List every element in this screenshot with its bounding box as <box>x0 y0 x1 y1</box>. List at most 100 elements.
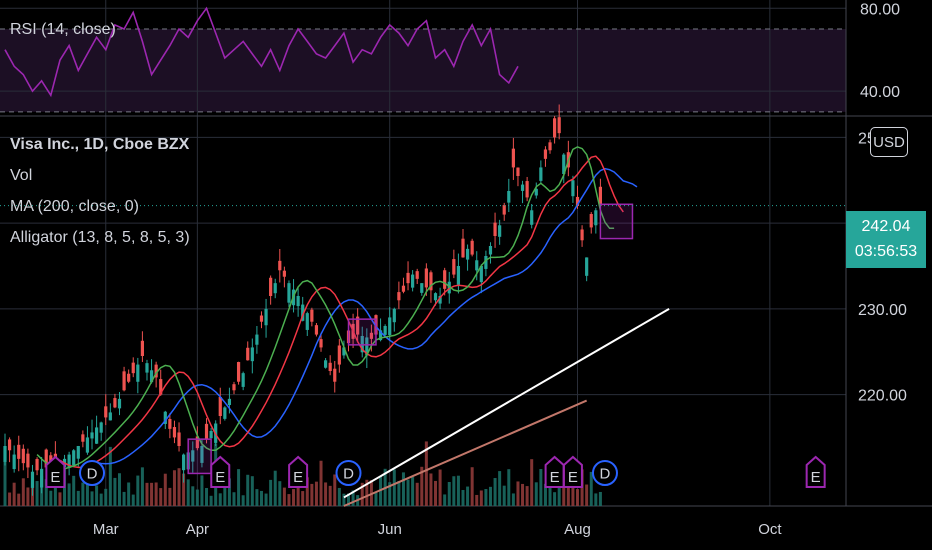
alligator-teeth-line <box>59 155 624 469</box>
volume-bar <box>209 495 213 506</box>
candle-body <box>163 411 167 424</box>
dividend-marker-label: D <box>600 466 611 483</box>
candle-body <box>553 118 557 138</box>
candle-body <box>575 196 580 206</box>
volume-bar <box>273 470 277 506</box>
volume-bar <box>177 468 181 506</box>
candle-body <box>415 271 419 279</box>
time-tick-label: Jun <box>378 521 402 538</box>
volume-bar <box>576 489 579 506</box>
candle-body <box>319 339 323 348</box>
candle-body <box>475 260 479 271</box>
volume-bar <box>438 469 442 506</box>
volume-bar <box>347 493 350 506</box>
candle-body <box>493 222 497 236</box>
earnings-marker[interactable] <box>288 455 309 488</box>
price-tick-label: 220.00 <box>858 388 907 405</box>
candle-body <box>287 283 291 303</box>
volume-bar <box>95 485 99 506</box>
volume-bar <box>85 479 89 506</box>
candle-body <box>520 184 525 191</box>
candle-body <box>594 210 598 226</box>
candle-body <box>204 423 209 439</box>
currency-button[interactable]: USD <box>870 127 908 157</box>
volume-bar <box>566 485 570 506</box>
candle-body <box>314 325 319 335</box>
candle-body <box>461 238 465 258</box>
volume-bar <box>484 489 488 506</box>
volume-bar <box>191 486 195 506</box>
volume-bar <box>443 494 447 506</box>
candle-body <box>543 149 548 159</box>
volume-bar <box>3 446 7 506</box>
volume-bar <box>333 474 337 506</box>
candle-body <box>580 229 584 241</box>
earnings-marker[interactable] <box>45 455 66 488</box>
candle-body <box>278 260 282 271</box>
volume-bar <box>337 487 341 506</box>
candle-body <box>305 313 309 330</box>
volume-bar <box>232 492 236 506</box>
volume-bar <box>557 470 561 506</box>
dividend-marker[interactable] <box>335 460 362 486</box>
volume-bar <box>424 441 428 506</box>
volume-bar <box>21 478 25 506</box>
candle-body <box>113 398 117 408</box>
candle-body <box>397 292 401 301</box>
rsi-tick-label: 40.00 <box>860 84 900 101</box>
volume-bar <box>172 470 176 506</box>
earnings-marker-label: E <box>215 469 225 486</box>
trend-line[interactable] <box>343 307 670 499</box>
volume-bar <box>136 475 140 506</box>
candle-body <box>264 308 268 326</box>
volume-bar <box>553 492 557 506</box>
candle-body <box>498 225 502 237</box>
candle-body <box>7 439 12 451</box>
volume-bar <box>530 459 534 506</box>
price-range-box[interactable] <box>599 203 634 240</box>
volume-bar <box>589 471 593 506</box>
dividend-marker[interactable] <box>79 460 106 486</box>
volume-bar <box>466 486 470 506</box>
price-range-box[interactable] <box>187 438 212 475</box>
volume-bar <box>594 493 598 506</box>
volume-bar <box>525 486 529 506</box>
price-range-box[interactable] <box>347 318 377 346</box>
candle-body <box>3 446 7 462</box>
candle-body <box>195 436 199 449</box>
last-price-value: 242.04 <box>861 218 911 235</box>
candle-body <box>35 459 39 471</box>
earnings-marker[interactable] <box>562 455 583 488</box>
candle-body <box>30 471 35 488</box>
candle-body <box>140 340 144 356</box>
candle-body <box>598 186 602 206</box>
volume-bar <box>163 473 167 506</box>
candle-body <box>333 368 337 382</box>
rsi-line <box>4 6 519 98</box>
volume-bar <box>278 481 282 506</box>
volume-bar <box>319 460 323 506</box>
volume-bar <box>12 482 16 506</box>
alligator-lips-line <box>36 146 615 470</box>
volume-bar <box>498 471 502 506</box>
earnings-marker[interactable] <box>805 455 826 488</box>
candle-body <box>232 384 236 391</box>
candle-body <box>40 468 44 488</box>
candle-body <box>200 446 204 463</box>
candle-body <box>172 427 177 438</box>
earnings-marker[interactable] <box>210 455 231 488</box>
volume-bar <box>420 466 424 506</box>
dividend-marker[interactable] <box>591 460 618 486</box>
volume-bar <box>374 492 378 506</box>
volume-bar <box>246 474 250 506</box>
volume-bar <box>539 468 543 506</box>
candle-body <box>378 330 383 341</box>
volume-bar <box>534 482 538 506</box>
earnings-marker-label: E <box>50 469 60 486</box>
candle-body <box>571 180 575 197</box>
earnings-marker-label: E <box>293 469 303 486</box>
time-tick-label: Apr <box>186 521 209 538</box>
volume-bar <box>571 474 575 506</box>
candle-body <box>95 427 99 444</box>
